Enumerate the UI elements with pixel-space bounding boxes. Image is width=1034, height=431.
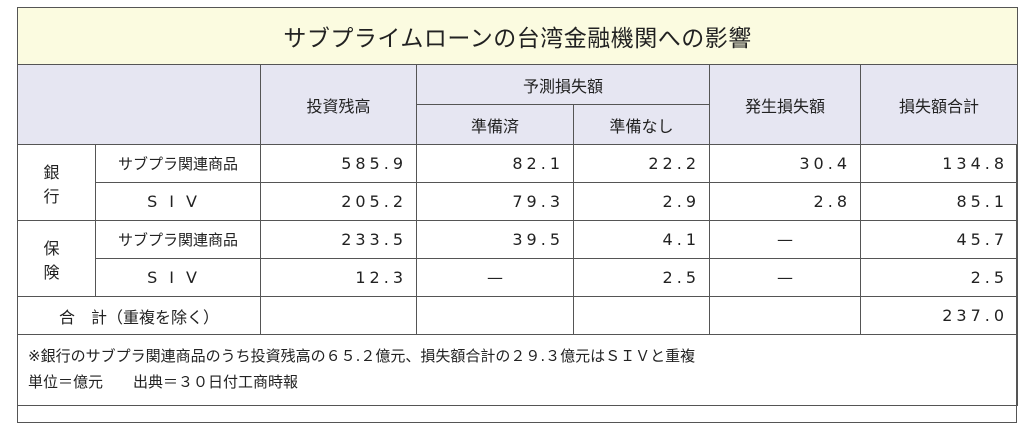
cell-reserved: 39.5 [416,220,574,259]
row-label: SIV [95,258,261,297]
cell-total: 134.8 [859,144,1019,183]
cell-incurred: — [709,220,861,259]
header-reserved: 準備済 [416,104,574,145]
cell-empty [709,296,861,335]
cell-total: 2.5 [859,258,1019,297]
total-label: 合 計（重複を除く） [17,296,261,335]
impact-table: サブプライムローンの台湾金融機関への影響 投資残高 予測損失額 発生損失額 損失… [16,7,1019,406]
cell-empty [416,296,574,335]
footnote-line-1: ※銀行のサブプラ関連商品のうち投資残高の６５.２億元、損失額合計の２９.３億元は… [28,347,696,365]
cell-reserved: 79.3 [416,182,574,221]
group-label-insurance: 保 険 [17,220,96,297]
cell-investment: 12.3 [260,258,417,297]
cell-investment: 585.9 [260,144,417,183]
cell-total: 85.1 [859,182,1019,221]
table-row: 保 険 サブプラ関連商品 233.5 39.5 4.1 — 45.7 [17,220,1019,297]
table-row: SIV 205.2 79.3 2.9 2.8 85.1 [18,182,1019,221]
cell-investment: 233.5 [260,220,417,259]
footnote: ※銀行のサブプラ関連商品のうち投資残高の６５.２億元、損失額合計の２９.３億元は… [16,334,1019,406]
row-label: サブプラ関連商品 [95,220,261,259]
header-expected-loss: 予測損失額 [416,64,710,105]
cell-reserved: — [416,258,574,297]
header-incurred-loss: 発生損失額 [709,64,861,145]
table-row: SIV 12.3 — 2.5 — 2.5 [18,258,1019,297]
header-not-reserved: 準備なし [573,104,710,145]
cell-not-reserved: 2.9 [573,182,710,221]
row-label: SIV [95,182,261,221]
table-title: サブプライムローンの台湾金融機関への影響 [16,7,1019,65]
cell-not-reserved: 22.2 [573,144,710,183]
cell-incurred: 30.4 [709,144,861,183]
footnote-line-2: 単位＝億元 出典＝３０日付工商時報 [28,373,299,391]
header-investment: 投資残高 [260,64,417,145]
cell-investment: 205.2 [260,182,417,221]
corner-header-cell [17,64,261,145]
row-label: サブプラ関連商品 [95,144,261,183]
table-row: 銀 行 サブプラ関連商品 585.9 82.1 22.2 30.4 134.8 [17,144,1019,221]
cell-empty [573,296,710,335]
cell-grand-total: 237.0 [859,296,1019,335]
cell-empty [260,296,417,335]
total-row: 合 計（重複を除く） 237.0 [17,296,1019,335]
cell-not-reserved: 4.1 [573,220,710,259]
group-label-bank: 銀 行 [17,144,96,221]
cell-incurred: 2.8 [709,182,861,221]
header-total-loss: 損失額合計 [859,64,1019,145]
cell-not-reserved: 2.5 [573,258,710,297]
cell-total: 45.7 [859,220,1019,259]
cell-incurred: — [709,258,861,297]
cell-reserved: 82.1 [416,144,574,183]
